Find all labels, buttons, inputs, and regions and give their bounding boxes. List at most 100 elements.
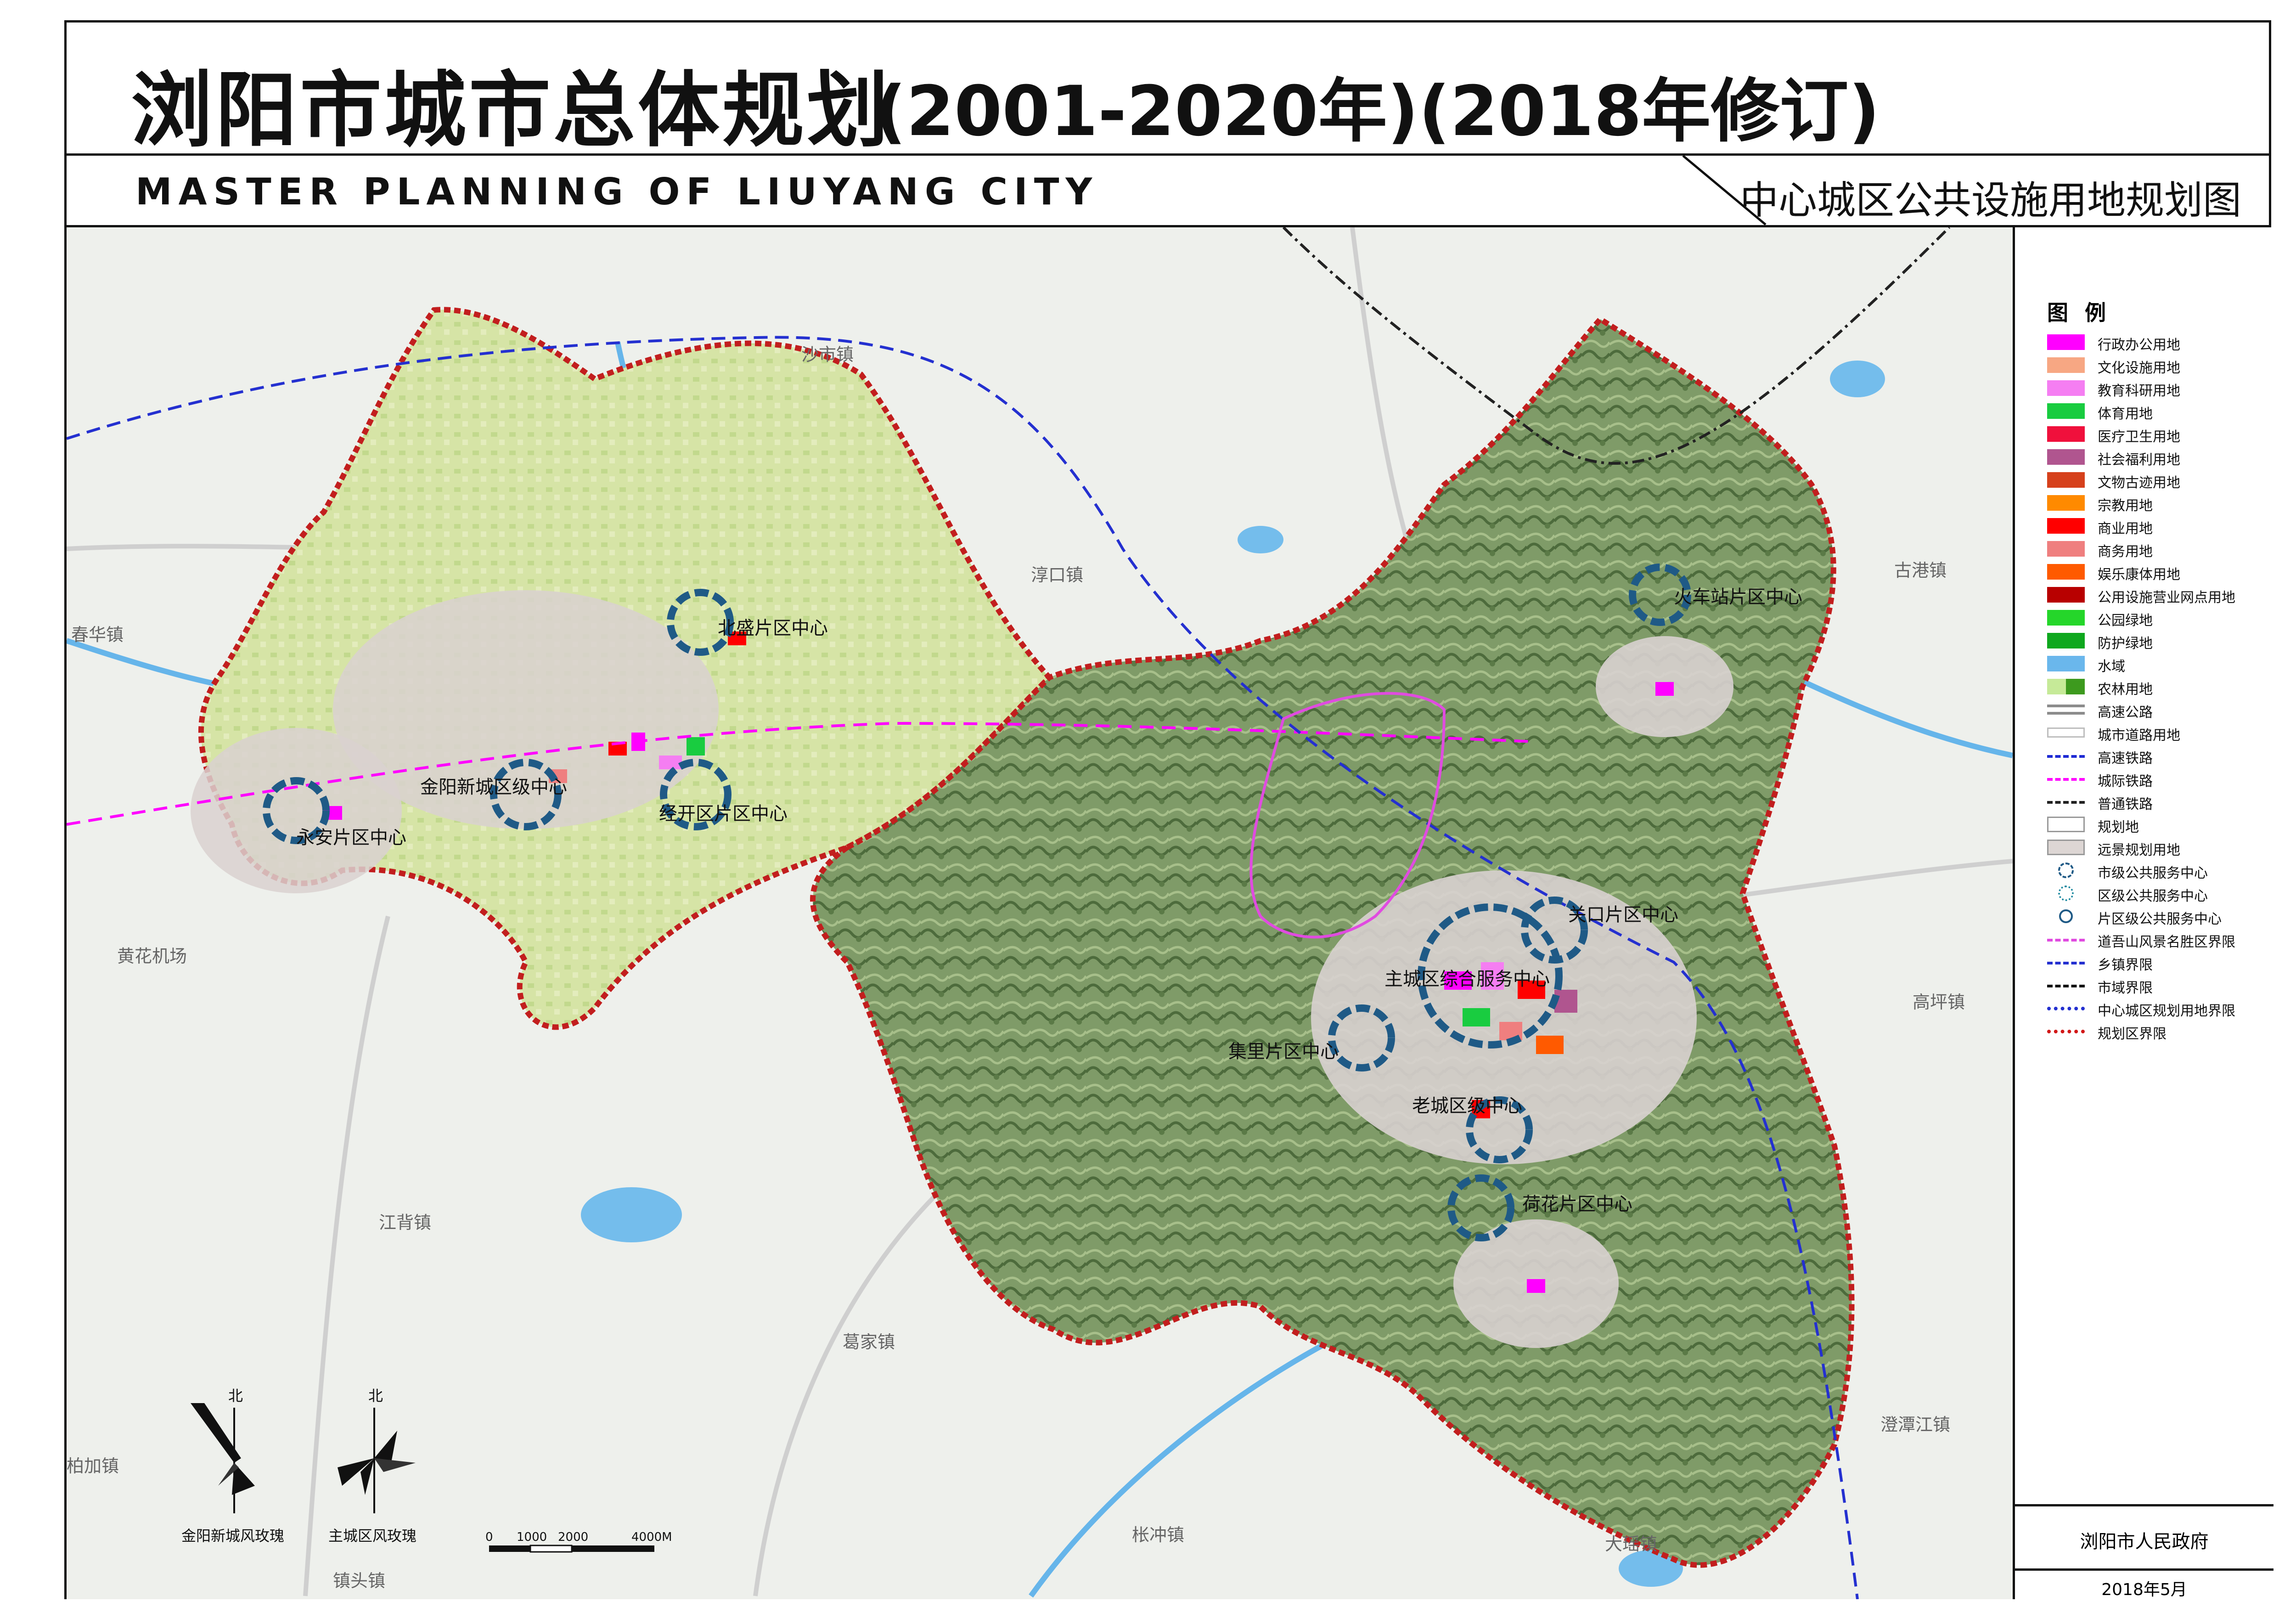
center-label-zhucheng: 主城区综合服务中心 [1384,969,1550,990]
north-label-2: 北 [368,1387,383,1404]
map-drawing: 北盛片区中心 金阳新城区级中心 经开区片区中心 永安片区中心 火车站片区中心 关… [67,227,2013,1599]
legend-label: 中心城区规划用地界限 [2098,1003,2235,1019]
map-frame: 浏阳市城市总体规划 (2001-2020年)(2018年修订) MASTER P… [64,20,2273,1599]
legend-label: 规划区界限 [2098,1026,2167,1042]
legend-label: 医疗卫生用地 [2098,429,2180,445]
scale-label-2000: 2000 [558,1530,588,1544]
legend-item: 教育科研用地 [2047,377,2268,400]
center-label-jili: 集里片区中心 [1228,1041,1339,1062]
legend-item: 普通铁路 [2047,790,2268,813]
center-label-jinyang: 金阳新城区级中心 [420,777,567,798]
legend-item: 高速公路 [2047,698,2268,721]
legend-label: 商业用地 [2098,521,2153,537]
legend-item: 片区级公共服务中心 [2047,905,2268,928]
issuer-box: 浏阳市人民政府 [2015,1504,2273,1568]
legend-swatch [2047,472,2085,488]
legend-item: 道吾山风景名胜区界限 [2047,928,2268,951]
map-title: 浏阳市城市总体规划 [131,63,891,158]
date-box: 2018年5月 [2015,1568,2273,1599]
legend-item: 城市道路用地 [2047,721,2268,744]
legend-swatch [2047,426,2085,442]
scale-label-4000: 4000M [631,1530,672,1544]
legend-label: 规划地 [2098,819,2139,835]
map-title-years: (2001-2020年)(2018年修订) [875,72,1880,152]
legend-swatch [2047,518,2085,534]
center-label-huochezhan: 火车站片区中心 [1674,586,1802,608]
subtitle-bar: MASTER PLANNING OF LIUYANG CITY 中心城区公共设施… [67,156,2269,227]
legend-item: 区级公共服务中心 [2047,882,2268,905]
legend-swatch [2047,449,2085,465]
legend-title: 图 例 [2047,300,2111,325]
legend-item: 市级公共服务中心 [2047,859,2268,882]
legend-swatch [2047,633,2085,648]
legend-label: 体育用地 [2098,406,2153,422]
legend-label: 乡镇界限 [2098,957,2153,973]
legend-item: 医疗卫生用地 [2047,423,2268,445]
town-label-chengchong: 枨冲镇 [1132,1525,1184,1545]
map-subtitle: 中心城区公共设施用地规划图 [1739,178,2241,223]
legend-swatch [2047,1007,2085,1010]
town-label-gugang: 古港镇 [1894,560,1947,581]
title-bar: 浏阳市城市总体规划 (2001-2020年)(2018年修订) [67,23,2269,158]
legend-panel: 图 例 行政办公用地 文化设施用地 教育科研用地体育用地医疗卫生用地 社会福利用地 文物… [2013,227,2273,1599]
legend-item: 公用设施营业网点用地 [2047,583,2268,606]
legend-item: 公园绿地 [2047,606,2268,629]
legend-label: 行政办公用地 [2098,337,2180,353]
legend-swatch [2047,656,2085,671]
legend-item: 商务用地 [2047,537,2268,560]
legend-swatch [2047,541,2085,557]
legend-swatch [2047,495,2085,511]
legend-item: 文化设施用地 [2047,354,2268,377]
wind-rose-jinyang: 北 金阳新城风玫瑰 [181,1387,284,1545]
legend-label: 商务用地 [2098,544,2153,560]
center-label-beisheng: 北盛片区中心 [718,618,828,639]
north-label-1: 北 [228,1387,243,1404]
legend-label: 农林用地 [2098,682,2153,698]
legend-label: 市域界限 [2098,980,2153,996]
legend-swatch [2047,587,2085,603]
legend-item: 行政办公用地 [2047,331,2268,354]
legend-label: 水域 [2098,659,2125,675]
legend-swatch [2058,885,2074,901]
legend-label: 市级公共服务中心 [2098,865,2208,881]
legend-swatch [2047,817,2085,832]
legend-swatch [2047,1030,2085,1033]
legend-swatch [2047,380,2085,396]
town-label-gejia: 葛家镇 [843,1332,895,1352]
lakes [581,361,1885,1587]
legend-label: 文化设施用地 [2098,360,2180,376]
legend-swatch [2047,939,2085,942]
center-label-hehua: 荷花片区中心 [1522,1194,1632,1215]
legend-label: 公园绿地 [2098,613,2153,629]
town-label-chunhua: 春华镇 [71,625,124,645]
legend-label: 城际铁路 [2098,773,2153,789]
legend-item: 宗教用地 [2047,491,2268,514]
legend-swatch [2047,755,2085,758]
map-canvas[interactable]: 北盛片区中心 金阳新城区级中心 经开区片区中心 永安片区中心 火车站片区中心 关… [67,227,2013,1599]
legend-item: 社会福利用地 [2047,445,2268,468]
center-label-guankou: 关口片区中心 [1568,904,1678,925]
center-label-yongan: 永安片区中心 [296,827,406,848]
legend-item: 规划区界限 [2047,1020,2268,1043]
legend-swatch [2047,334,2085,350]
scale-label-0: 0 [485,1530,493,1544]
scenic-area-boundary [1249,692,1446,939]
intercity-railway [67,722,1536,826]
subtitle-divider [1682,156,1767,226]
issuer: 浏阳市人民政府 [2080,1531,2209,1552]
legend-swatch [2047,705,2085,715]
legend-label: 文物古迹用地 [2098,475,2180,491]
legend-swatch [2047,403,2085,419]
legend-item: 高速铁路 [2047,744,2268,767]
scale-bar: 0 1000 2000 4000M [485,1530,672,1553]
legend-swatch [2047,727,2085,738]
center-label-laocheng: 老城区级中心 [1412,1095,1522,1116]
legend-swatch [2058,863,2074,878]
legend-label: 社会福利用地 [2098,452,2180,468]
legend-label: 区级公共服务中心 [2098,888,2208,904]
legend-swatch [2047,610,2085,626]
map-title-english: MASTER PLANNING OF LIUYANG CITY [135,170,1099,213]
legend-swatch [2047,985,2085,987]
town-label-chengtanjiang: 澄潭江镇 [1880,1415,1950,1435]
wind-rose-zhucheng: 北 主城区风玫瑰 [328,1387,416,1545]
